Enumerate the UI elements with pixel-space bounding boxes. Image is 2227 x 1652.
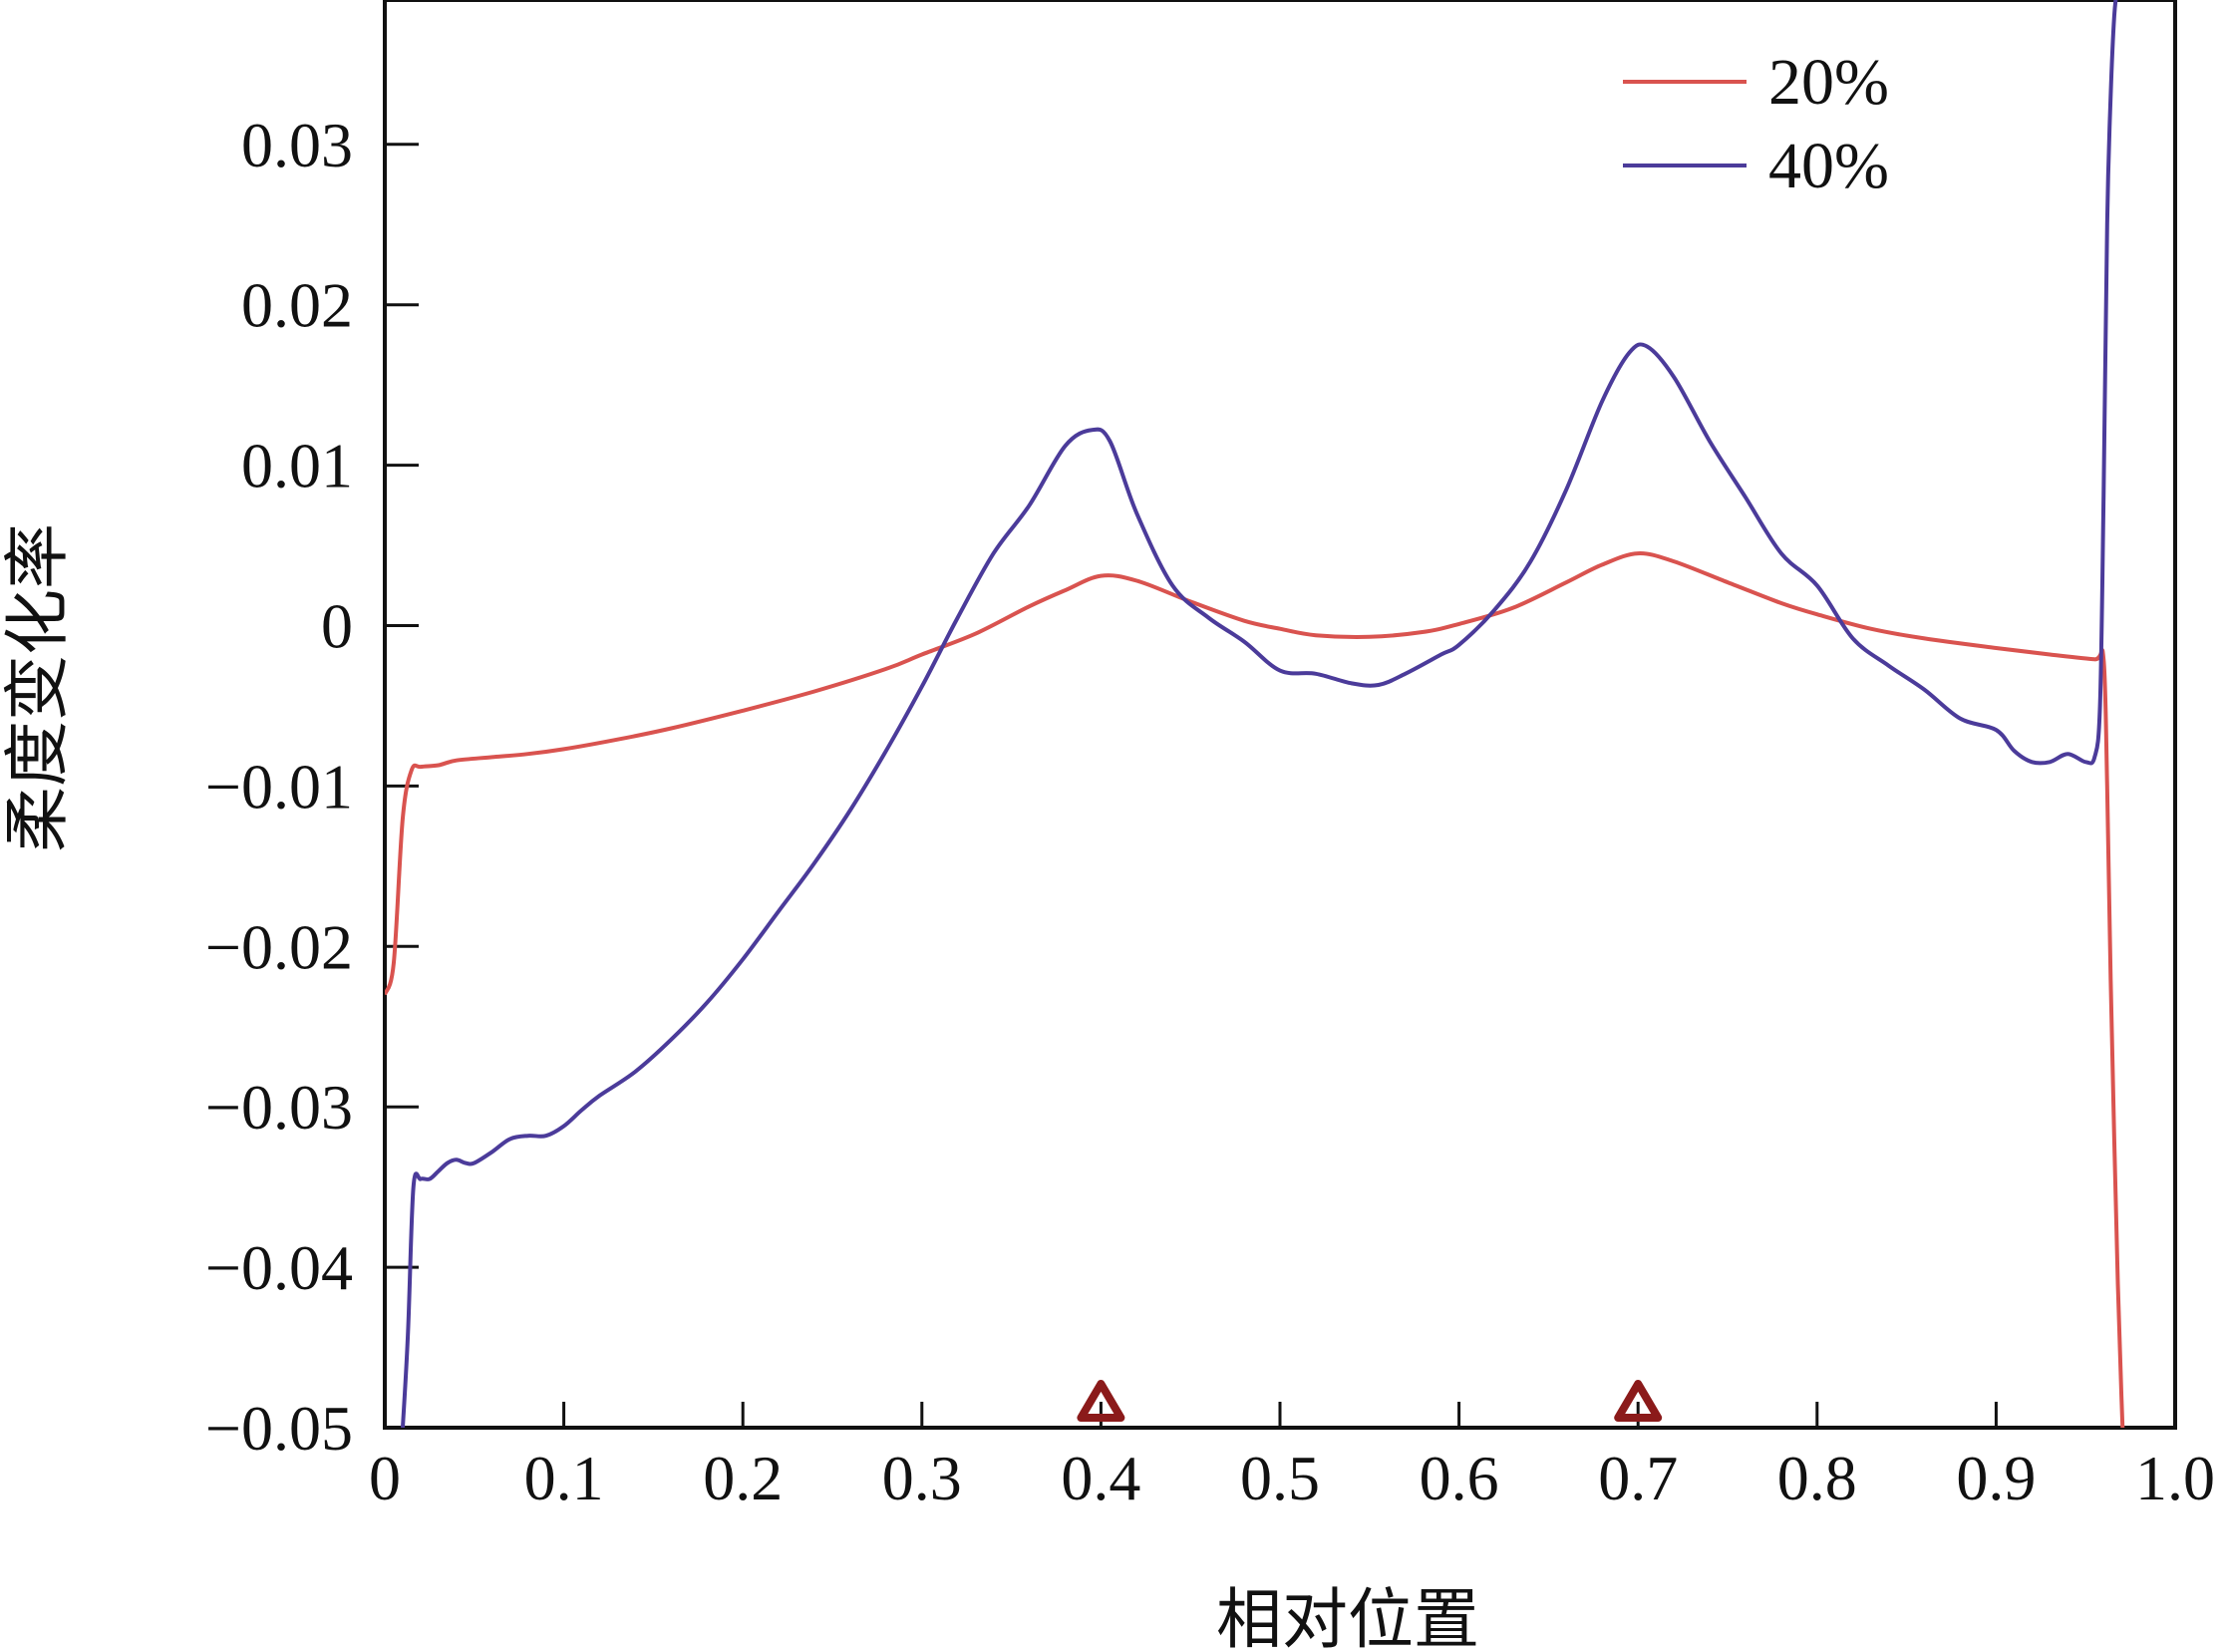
x-axis-title: 相对位置 [1216,1581,1479,1652]
x-tick-label-9: 0.9 [1956,1443,2036,1513]
x-tick-label-5: 0.5 [1240,1443,1320,1513]
legend-label-1: 40% [1768,130,1889,202]
x-tick-label-6: 0.6 [1420,1443,1499,1513]
legend: 20%40% [1623,46,1889,202]
y-tick-label-7: −0.04 [205,1232,353,1303]
series-line-1 [401,0,2118,1428]
triangle-marker-0 [1077,1380,1125,1422]
x-tick-label-3: 0.3 [882,1443,962,1513]
x-tick-label-2: 0.2 [703,1443,783,1513]
series-line-0 [385,551,2125,1428]
x-tick-label-1: 0.1 [524,1443,604,1513]
x-tick-label-7: 0.7 [1598,1443,1678,1513]
axis-ticks [383,143,2177,1430]
legend-label-0: 20% [1768,46,1889,119]
triangle-marker-1 [1614,1380,1663,1422]
tick-labels: 0 0.1 0.2 0.3 0.4 0.5 0.6 0.7 0.8 0.9 1.0 0.03 0.02 0… [205,110,2215,1513]
y-tick-label-2: 0.01 [241,431,353,501]
marker-layer [1077,1380,1663,1422]
y-tick-label-3: 0 [321,591,353,662]
x-tick-label-4: 0.4 [1061,1443,1140,1513]
y-tick-label-0: 0.03 [241,110,353,180]
plot-frame [383,0,2177,1430]
y-tick-label-1: 0.02 [241,270,353,341]
series-layer [385,0,2125,1428]
y-tick-label-4: −0.01 [205,751,353,822]
y-axis-title: 柔度变化率 [0,523,76,852]
y-tick-label-8: −0.05 [205,1393,353,1464]
x-tick-label-8: 0.8 [1777,1443,1857,1513]
y-tick-label-5: −0.02 [205,911,353,982]
y-tick-label-6: −0.03 [205,1072,353,1143]
x-tick-label-10: 1.0 [2135,1443,2215,1513]
x-tick-label-0: 0 [369,1443,401,1513]
